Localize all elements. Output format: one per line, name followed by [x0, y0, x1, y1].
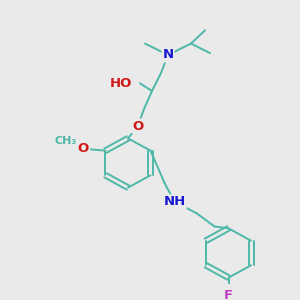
Text: O: O	[132, 119, 144, 133]
Text: CH₃: CH₃	[54, 136, 76, 146]
Text: F: F	[224, 289, 233, 300]
Text: N: N	[162, 49, 174, 62]
Text: O: O	[78, 142, 89, 155]
Text: NH: NH	[164, 195, 186, 208]
Text: HO: HO	[110, 77, 132, 90]
